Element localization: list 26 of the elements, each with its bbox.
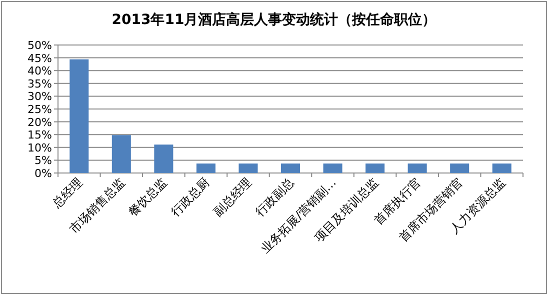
chart-title: 2013年11月酒店高层人事变动统计（按任命职位） (112, 11, 436, 28)
x-tick-label: 副总经理 (210, 175, 254, 220)
bar (450, 164, 470, 173)
bar (238, 164, 258, 173)
y-tick-label: 10% (28, 141, 52, 154)
y-tick-label: 15% (28, 128, 52, 142)
bar (323, 164, 342, 173)
y-tick-label: 35% (28, 77, 52, 90)
y-tick-label: 30% (28, 90, 52, 104)
x-tick-label: 餐饮总监 (126, 175, 170, 220)
y-tick-label: 20% (28, 116, 52, 129)
bar (366, 164, 385, 173)
y-tick-label: 50% (28, 39, 52, 52)
bar (70, 59, 89, 173)
y-tick-label: 0% (34, 167, 52, 180)
bar (154, 144, 174, 173)
bar (408, 164, 427, 173)
bar (280, 164, 300, 173)
y-tick-label: 25% (28, 103, 52, 116)
y-tick-label: 40% (28, 64, 52, 78)
bar (196, 164, 216, 173)
x-tick-label: 行政总厨 (168, 175, 212, 220)
y-tick-label: 45% (28, 52, 52, 65)
bar (492, 164, 512, 173)
bar (112, 135, 131, 173)
y-tick-label: 5% (34, 154, 52, 168)
